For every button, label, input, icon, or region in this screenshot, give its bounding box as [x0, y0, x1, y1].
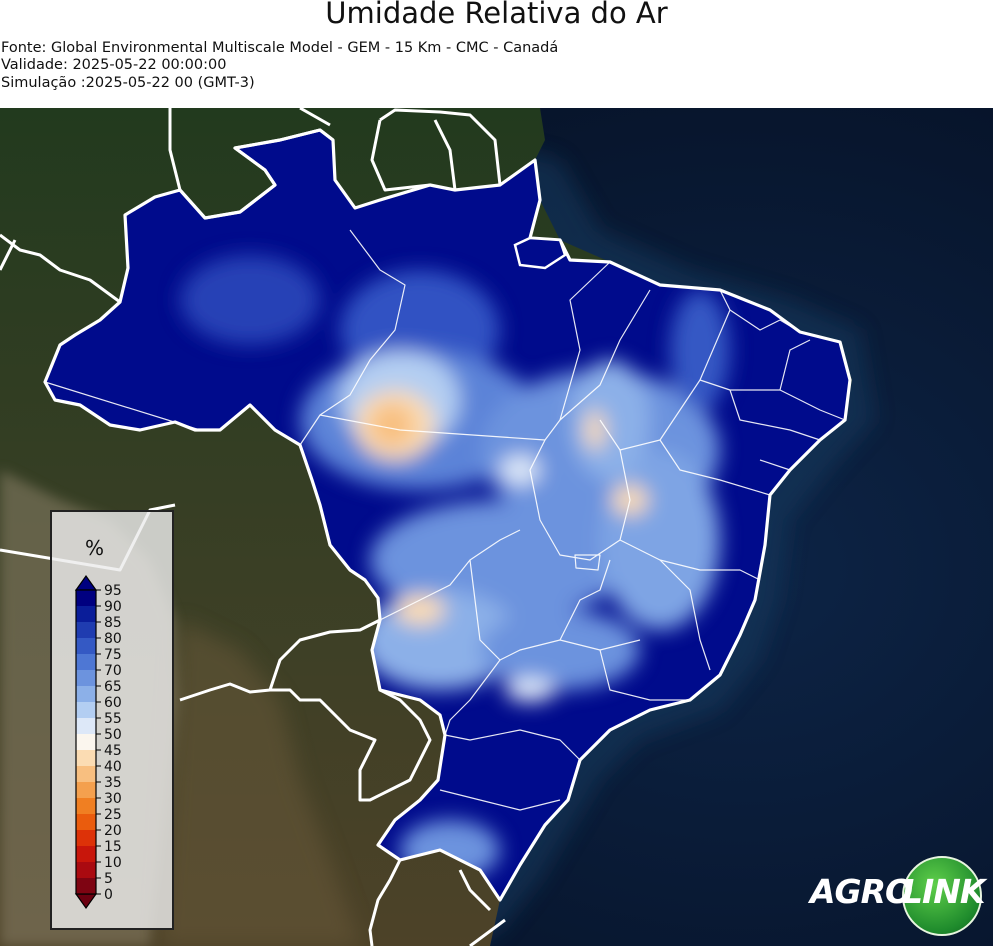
colorbar-tick-label: 95: [104, 583, 122, 599]
colorbar-tick-label: 45: [104, 743, 122, 759]
colorbar-segment: [76, 590, 96, 607]
map-header: Umidade Relativa do Ar Fonte: Global Env…: [0, 0, 993, 108]
colorbar-segment: [76, 718, 96, 735]
colorbar-tick-label: 60: [104, 695, 122, 711]
colorbar-segment: [76, 798, 96, 815]
colorbar-segment: [76, 814, 96, 831]
logo-text-agro: AGRO: [810, 872, 913, 911]
colorbar-segment: [76, 606, 96, 623]
logo-green-circle: [902, 856, 982, 936]
colorbar-min-arrow: [74, 893, 98, 910]
colorbar-segment: [76, 830, 96, 847]
colorbar-tick-label: 80: [104, 631, 122, 647]
logo-text-link: LINK: [902, 872, 986, 911]
state-borders: [44, 229, 846, 811]
colorbar-segment: [76, 782, 96, 799]
colorbar-tick-label: 30: [104, 791, 122, 807]
map-title: Umidade Relativa do Ar: [325, 0, 668, 30]
agrolink-logo: AGRO LINK: [806, 856, 986, 936]
colorbar-tick-label: 0: [104, 887, 113, 903]
colorbar-tick-label: 85: [104, 615, 122, 631]
colorbar-segment: [76, 670, 96, 687]
humidity-map: [0, 108, 993, 946]
legend-unit: %: [85, 536, 105, 560]
colorbar-tick-label: 70: [104, 663, 122, 679]
colorbar-tick-label: 10: [104, 855, 122, 871]
colorbar-tick-label: 20: [104, 823, 122, 839]
colorbar-segment: [76, 654, 96, 671]
colorbar-tick-label: 40: [104, 759, 122, 775]
colorbar-tick-label: 50: [104, 727, 122, 743]
colorbar-segment: [76, 766, 96, 783]
colorbar-segment: [76, 878, 96, 895]
colorbar-tick-label: 55: [104, 711, 122, 727]
validity-line: Validade: 2025-05-22 00:00:00: [1, 57, 227, 73]
colorbar-segment: [76, 750, 96, 767]
marajo-island: [513, 236, 567, 270]
simulation-line: Simulação :2025-05-22 00 (GMT-3): [1, 75, 255, 91]
colorbar-segment: [76, 734, 96, 751]
colorbar-segment: [76, 622, 96, 639]
colorbar-segment: [76, 638, 96, 655]
humidity-field: [45, 130, 850, 900]
colorbar-frame: [75, 589, 97, 895]
colorbar-segment: [76, 846, 96, 863]
colorbar-tick-label: 5: [104, 871, 113, 887]
colorbar-legend: % 95 90 85 80 75 70 65 60 55 50 45 40 35 30 25 20 15 10 5 0: [50, 510, 174, 930]
colorbar-tick-label: 25: [104, 807, 122, 823]
colorbar-tick-label: 15: [104, 839, 122, 855]
colorbar-tick-label: 75: [104, 647, 122, 663]
colorbar-segment: [76, 862, 96, 879]
colorbar-segment: [76, 702, 96, 719]
country-borders: [0, 108, 506, 946]
colorbar-tick-label: 90: [104, 599, 122, 615]
colorbar-max-arrow: [74, 574, 98, 591]
colorbar-tick-label: 65: [104, 679, 122, 695]
map-canvas: [0, 108, 993, 946]
colorbar-tick-label: 35: [104, 775, 122, 791]
chaco-region: [160, 620, 360, 946]
colorbar-segment: [76, 686, 96, 703]
source-line: Fonte: Global Environmental Multiscale M…: [1, 40, 559, 56]
